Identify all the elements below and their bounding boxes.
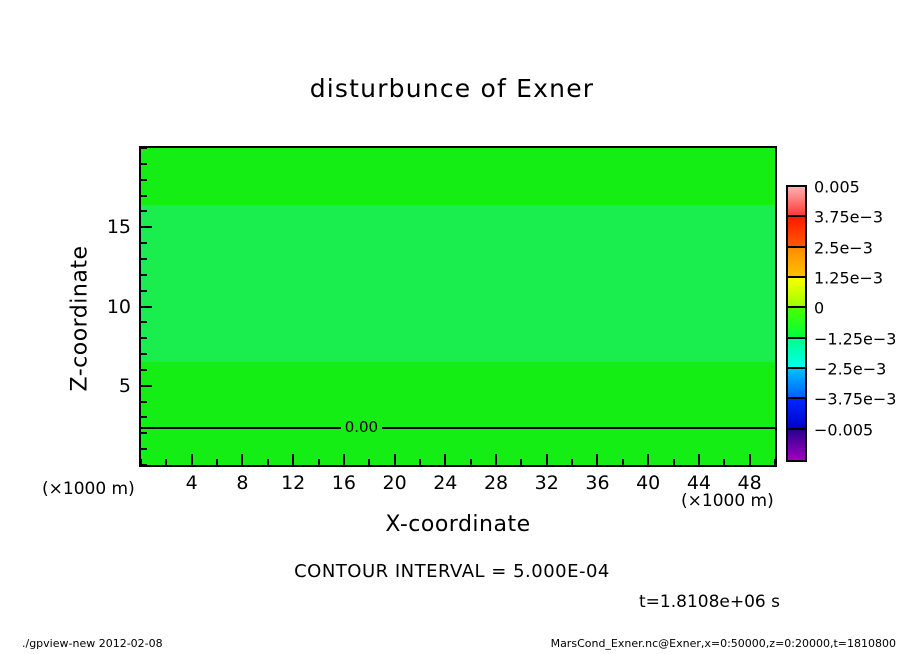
colorbar-segment [788, 217, 805, 248]
x-tick-label: 16 [331, 472, 356, 494]
x-tick-label: 24 [433, 472, 458, 494]
colorbar-tick-label: 2.5e−3 [814, 238, 873, 258]
plot-area: 0.00 [139, 146, 777, 467]
colorbar [786, 185, 807, 462]
x-axis-unit-right: (×1000 m) [681, 491, 774, 511]
x-tick-label: 8 [236, 472, 249, 494]
colorbar-segment [788, 187, 805, 218]
colorbar-tick-label: 1.25e−3 [814, 268, 884, 288]
x-tick-label: 32 [534, 472, 559, 494]
x-tick-label: 40 [636, 472, 661, 494]
colorbar-segment [788, 399, 805, 430]
contour-line [141, 426, 775, 429]
footer-command: ./gpview-new 2012-02-08 [22, 637, 163, 650]
y-axis-title: Z-coordinate [67, 245, 93, 392]
contour-label: 0.00 [340, 419, 383, 435]
x-axis-unit-left: (×1000 m) [42, 479, 135, 499]
field-band [141, 148, 775, 206]
x-axis-title: X-coordinate [385, 512, 531, 537]
y-tick-label: 5 [118, 374, 131, 397]
time-stamp-note: t=1.8108e+06 s [639, 592, 780, 612]
colorbar-tick-label: −0.005 [814, 420, 874, 440]
colorbar-segment [788, 308, 805, 339]
colorbar-tick-label: −3.75e−3 [814, 389, 897, 409]
colorbar-tick-label: −1.25e−3 [814, 329, 897, 349]
contour-interval-note: CONTOUR INTERVAL = 5.000E-04 [294, 561, 610, 582]
colorbar-segment [788, 338, 805, 369]
y-tick-label: 15 [106, 216, 131, 239]
colorbar-segment [788, 429, 805, 460]
colorbar-segment [788, 369, 805, 400]
colorbar-tick-label: 0.005 [814, 177, 860, 197]
x-tick-label: 28 [483, 472, 509, 494]
field-band [141, 361, 775, 427]
footer-source: MarsCond_Exner.nc@Exner,x=0:50000,z=0:20… [550, 637, 896, 650]
field-band [141, 426, 775, 465]
colorbar-tick-label: 0 [814, 298, 825, 318]
y-tick-label: 10 [106, 295, 131, 318]
colorbar-segment [788, 247, 805, 278]
x-tick-label: 12 [281, 472, 306, 494]
x-tick-label: 36 [585, 472, 610, 494]
colorbar-segment [788, 278, 805, 309]
page-title: disturbunce of Exner [309, 74, 595, 103]
colorbar-tick-label: 3.75e−3 [814, 207, 884, 227]
field-band [141, 205, 775, 362]
x-tick-label: 4 [185, 472, 198, 494]
colorbar-tick-label: −2.5e−3 [814, 359, 887, 379]
x-tick-label: 20 [382, 472, 407, 494]
